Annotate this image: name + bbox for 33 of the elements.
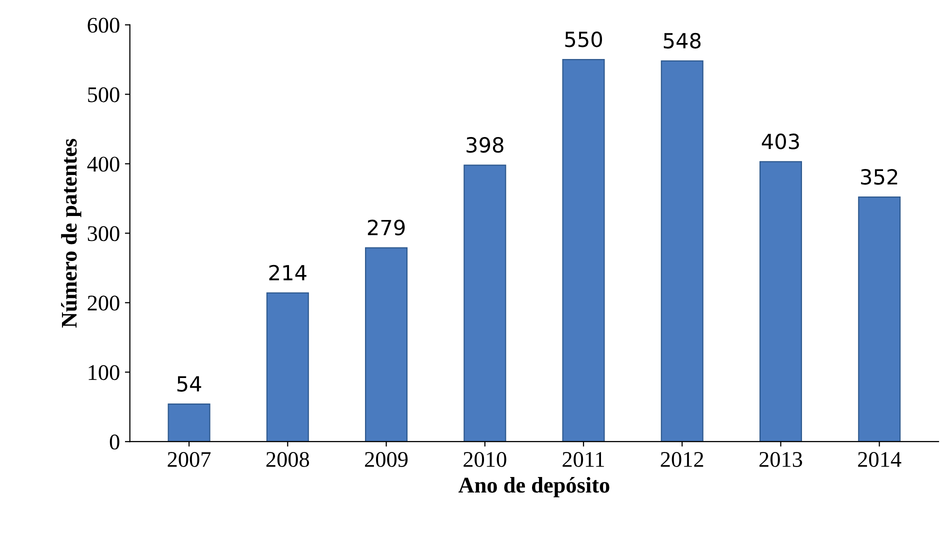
bar [660, 60, 704, 442]
bar [858, 196, 901, 442]
y-tick-label: 0 [110, 434, 120, 450]
data-label: 54 [177, 376, 202, 392]
y-tick-label: 300 [88, 226, 120, 242]
data-label: 403 [762, 134, 799, 150]
x-tick-label: 2010 [464, 452, 506, 467]
x-axis-title: Ano de depósito [458, 477, 610, 498]
y-tick-label: 600 [88, 18, 120, 33]
x-tick-label: 2011 [562, 452, 604, 467]
x-tick-label: 2013 [759, 452, 802, 467]
data-label: 214 [269, 264, 306, 280]
data-label: 398 [466, 137, 504, 153]
y-axis-title: Número de patentes [61, 138, 82, 328]
x-tick-label: 2008 [266, 452, 310, 467]
y-tick-label: 100 [88, 365, 120, 380]
bar [266, 292, 309, 442]
bar [464, 164, 506, 442]
y-tick-label: 400 [87, 156, 120, 172]
data-label: 548 [664, 32, 701, 49]
bar [562, 59, 605, 442]
data-label: 352 [861, 168, 898, 185]
bar [168, 404, 210, 442]
data-label: 550 [565, 31, 602, 48]
x-tick-label: 2012 [660, 452, 704, 467]
bar [365, 247, 408, 442]
data-label: 279 [368, 220, 405, 236]
bar [759, 161, 802, 442]
x-tick-label: 2014 [858, 452, 902, 467]
x-tick-label: 2007 [168, 452, 211, 467]
x-tick-label: 2009 [365, 452, 408, 467]
y-tick-label: 200 [88, 296, 120, 311]
y-tick-label: 500 [88, 87, 120, 102]
